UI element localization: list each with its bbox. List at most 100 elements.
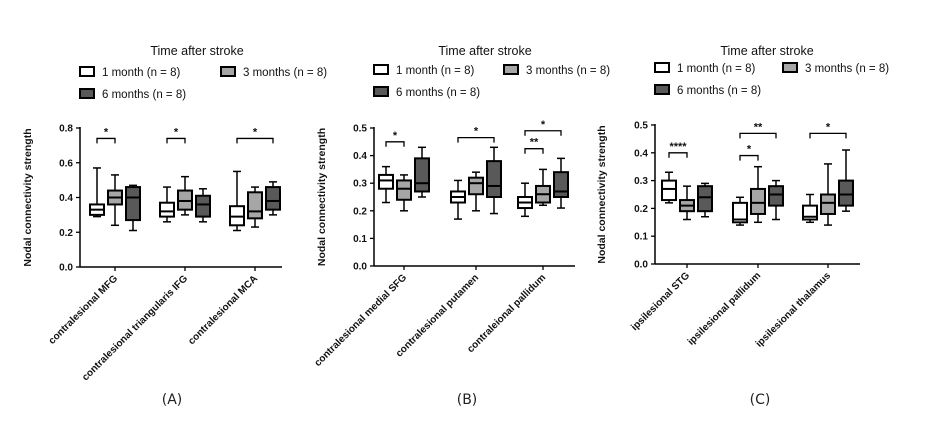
- significance-label: **: [530, 137, 539, 149]
- legend-swatch-1: [654, 62, 670, 73]
- box-body: [838, 179, 854, 207]
- legend-label-1: 1 month (n = 8): [677, 63, 755, 75]
- box-body: [661, 179, 677, 202]
- y-tick-label: 0.0: [59, 263, 73, 274]
- box-3-2: [195, 188, 211, 223]
- box-2-1: [396, 174, 412, 212]
- box-2-3: [247, 186, 263, 228]
- box-3-1: [697, 182, 713, 218]
- panel-label: (B): [457, 392, 478, 408]
- y-tick-label: 0.5: [634, 121, 648, 132]
- bracket-line: [457, 137, 495, 143]
- significance-bracket-1: *: [385, 130, 405, 147]
- legend-label-2: 3 months (n = 8): [805, 63, 889, 75]
- box-body: [553, 171, 569, 199]
- box-body: [750, 187, 766, 215]
- box-3-3: [838, 149, 854, 212]
- y-tick-label: 0.4: [634, 148, 648, 159]
- box-2-1: [107, 174, 123, 227]
- panel-label: (A): [162, 392, 183, 408]
- box-body: [820, 193, 836, 215]
- y-tick-label: 0.3: [353, 179, 367, 190]
- bracket-line: [236, 137, 274, 144]
- box-1-2: [732, 196, 748, 226]
- bracket-line: [809, 132, 847, 139]
- y-tick-label: 0.2: [59, 228, 73, 239]
- significance-label: *: [393, 130, 398, 142]
- bracket-line: [739, 154, 759, 161]
- significance-label: *: [541, 119, 546, 131]
- box-1-1: [661, 171, 677, 204]
- box-2-3: [820, 163, 836, 226]
- y-tick-label: 0.4: [59, 193, 73, 204]
- bracket-line: [739, 132, 777, 139]
- significance-bracket-3: **: [739, 121, 777, 139]
- box-body: [697, 185, 713, 213]
- y-tick-label: 0.2: [353, 206, 367, 217]
- box-body: [414, 157, 430, 193]
- significance-label: **: [754, 121, 763, 133]
- significance-bracket-4: *: [809, 121, 847, 139]
- y-axis-label: Nodal connectivity strength: [596, 125, 608, 263]
- y-tick-label: 0.5: [353, 124, 367, 135]
- legend-swatch-3: [654, 84, 670, 95]
- chart-panel-3: Time after stroke 1 month (n = 8) 3 months…: [596, 44, 889, 408]
- legend-swatch-1: [373, 64, 389, 75]
- legend-title: Time after stroke: [150, 44, 243, 58]
- significance-label: *: [253, 126, 258, 138]
- legend-label-3: 6 months (n = 8): [677, 85, 761, 97]
- y-tick-label: 0.3: [634, 176, 648, 187]
- y-axis-label: Nodal connectivity strength: [22, 128, 34, 266]
- significance-label: ****: [669, 141, 687, 153]
- category-label: contralesional MFG: [47, 273, 121, 347]
- box-2-3: [535, 168, 551, 207]
- box-1-3: [802, 193, 818, 224]
- y-tick-label: 0.4: [353, 151, 367, 162]
- box-3-1: [414, 146, 430, 198]
- box-body: [396, 179, 412, 201]
- significance-label: *: [104, 126, 109, 138]
- legend-title: Time after stroke: [438, 44, 531, 58]
- bracket-line: [166, 137, 186, 144]
- category-label: ipsilesional thalamus: [754, 270, 834, 350]
- significance-bracket-2: *: [166, 126, 186, 144]
- y-tick-label: 0.0: [634, 260, 648, 271]
- y-tick-label: 0.0: [353, 262, 367, 273]
- box-3-3: [265, 181, 281, 216]
- significance-bracket-3: *: [236, 126, 274, 144]
- box-1-2: [450, 179, 466, 220]
- significance-bracket-2: *: [457, 126, 495, 143]
- box-body: [265, 186, 281, 211]
- box-1-1: [378, 165, 394, 204]
- chart-panel-2: Time after stroke 1 month (n = 8) 3 months…: [313, 44, 611, 408]
- box-2-2: [750, 165, 766, 224]
- y-tick-label: 0.1: [634, 232, 648, 243]
- legend-swatch-2: [503, 64, 519, 75]
- box-body: [378, 173, 394, 190]
- box-body: [768, 185, 784, 207]
- box-2-2: [468, 171, 484, 212]
- panel-label: (C): [750, 392, 771, 408]
- y-tick-label: 0.8: [59, 124, 73, 135]
- legend-swatch-3: [373, 86, 389, 97]
- legend-swatch-2: [782, 62, 798, 73]
- legend-title: Time after stroke: [720, 44, 813, 58]
- bracket-line: [96, 137, 116, 144]
- significance-bracket-2: *: [739, 144, 759, 161]
- box-1-2: [159, 186, 175, 223]
- box-body: [195, 194, 211, 218]
- bracket-line: [524, 130, 562, 136]
- box-3-2: [486, 146, 502, 215]
- legend-label-1: 1 month (n = 8): [396, 65, 474, 77]
- legend-swatch-3: [79, 88, 95, 99]
- box-body: [247, 191, 263, 220]
- bracket-line: [668, 152, 688, 158]
- y-tick-label: 0.1: [353, 234, 367, 245]
- legend-swatch-1: [79, 66, 95, 77]
- box-3-2: [768, 179, 784, 221]
- box-body: [486, 160, 502, 198]
- significance-bracket-1: *: [96, 126, 116, 144]
- chart-panel-1: Time after stroke 1 month (n = 8) 3 months…: [22, 44, 327, 408]
- box-3-1: [125, 184, 141, 232]
